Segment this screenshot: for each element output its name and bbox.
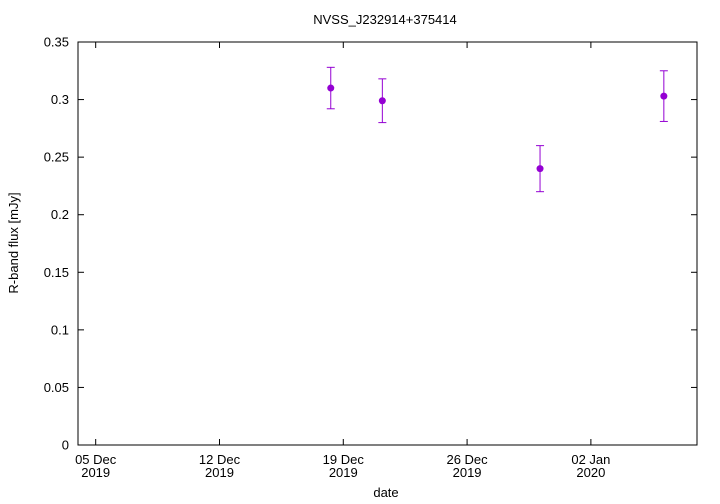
data-point <box>378 97 386 105</box>
y-tick-label: 0.15 <box>44 265 69 280</box>
x-tick-label: 26 Dec <box>446 452 488 467</box>
x-tick-year: 2019 <box>81 465 110 480</box>
y-tick-label: 0.3 <box>51 92 69 107</box>
data-series <box>326 66 668 193</box>
x-tick-label: 19 Dec <box>323 452 365 467</box>
x-tick-year: 2019 <box>329 465 358 480</box>
data-point <box>327 84 335 92</box>
chart-title: NVSS_J232914+375414 <box>313 12 456 27</box>
data-point <box>660 92 668 100</box>
y-axis-label: R-band flux [mJy] <box>6 192 21 293</box>
x-tick-year: 2020 <box>576 465 605 480</box>
data-point <box>536 165 544 173</box>
plot-frame <box>77 41 698 446</box>
y-tick-label: 0.25 <box>44 150 69 165</box>
y-axis: 0 0.05 0.1 0.15 0.2 0.25 0.3 0.35 <box>44 35 697 453</box>
y-tick-label: 0.2 <box>51 207 69 222</box>
y-tick-label: 0.35 <box>44 35 69 50</box>
y-tick-label: 0.05 <box>44 380 69 395</box>
x-tick-year: 2019 <box>453 465 482 480</box>
x-tick-label: 02 Jan <box>571 452 610 467</box>
x-axis-label: date <box>373 485 398 500</box>
y-tick-label: 0 <box>62 438 69 453</box>
x-tick-label: 05 Dec <box>75 452 117 467</box>
y-tick-label: 0.1 <box>51 322 69 337</box>
x-tick-label: 12 Dec <box>199 452 241 467</box>
x-tick-year: 2019 <box>205 465 234 480</box>
